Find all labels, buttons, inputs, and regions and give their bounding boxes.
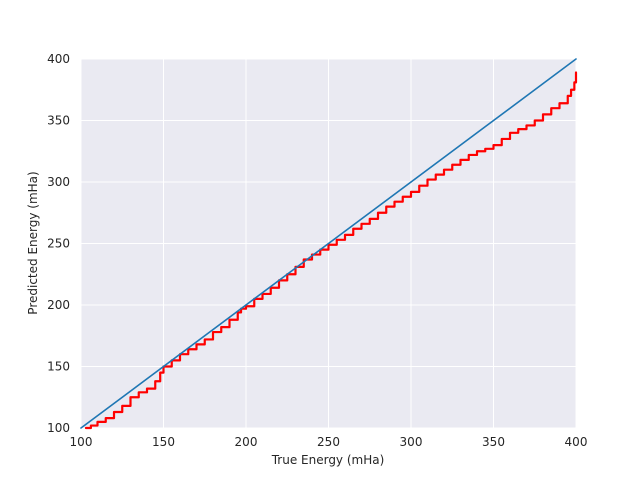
y-tick-label: 400 [47,52,70,66]
x-tick-labels: 100 150 200 250 300 350 400 [70,435,588,449]
y-axis-label: Predicted Energy (mHa) [26,171,40,314]
x-tick-label: 400 [565,435,588,449]
y-tick-label: 350 [47,114,70,128]
x-tick-label: 250 [317,435,340,449]
series-line-reference [80,58,577,429]
series-group [80,58,578,430]
series-line-predicted [84,71,578,430]
x-tick-label: 150 [152,435,175,449]
y-tick-label: 100 [47,421,70,435]
x-tick-label: 300 [400,435,423,449]
y-tick-labels: 100 150 200 250 300 350 400 [47,52,70,435]
x-tick-label: 100 [70,435,93,449]
x-tick-label: 350 [482,435,505,449]
y-tick-label: 300 [47,175,70,189]
y-tick-label: 200 [47,298,70,312]
y-tick-label: 250 [47,237,70,251]
x-axis-label: True Energy (mHa) [271,453,385,467]
y-tick-label: 150 [47,360,70,374]
x-tick-label: 200 [235,435,258,449]
